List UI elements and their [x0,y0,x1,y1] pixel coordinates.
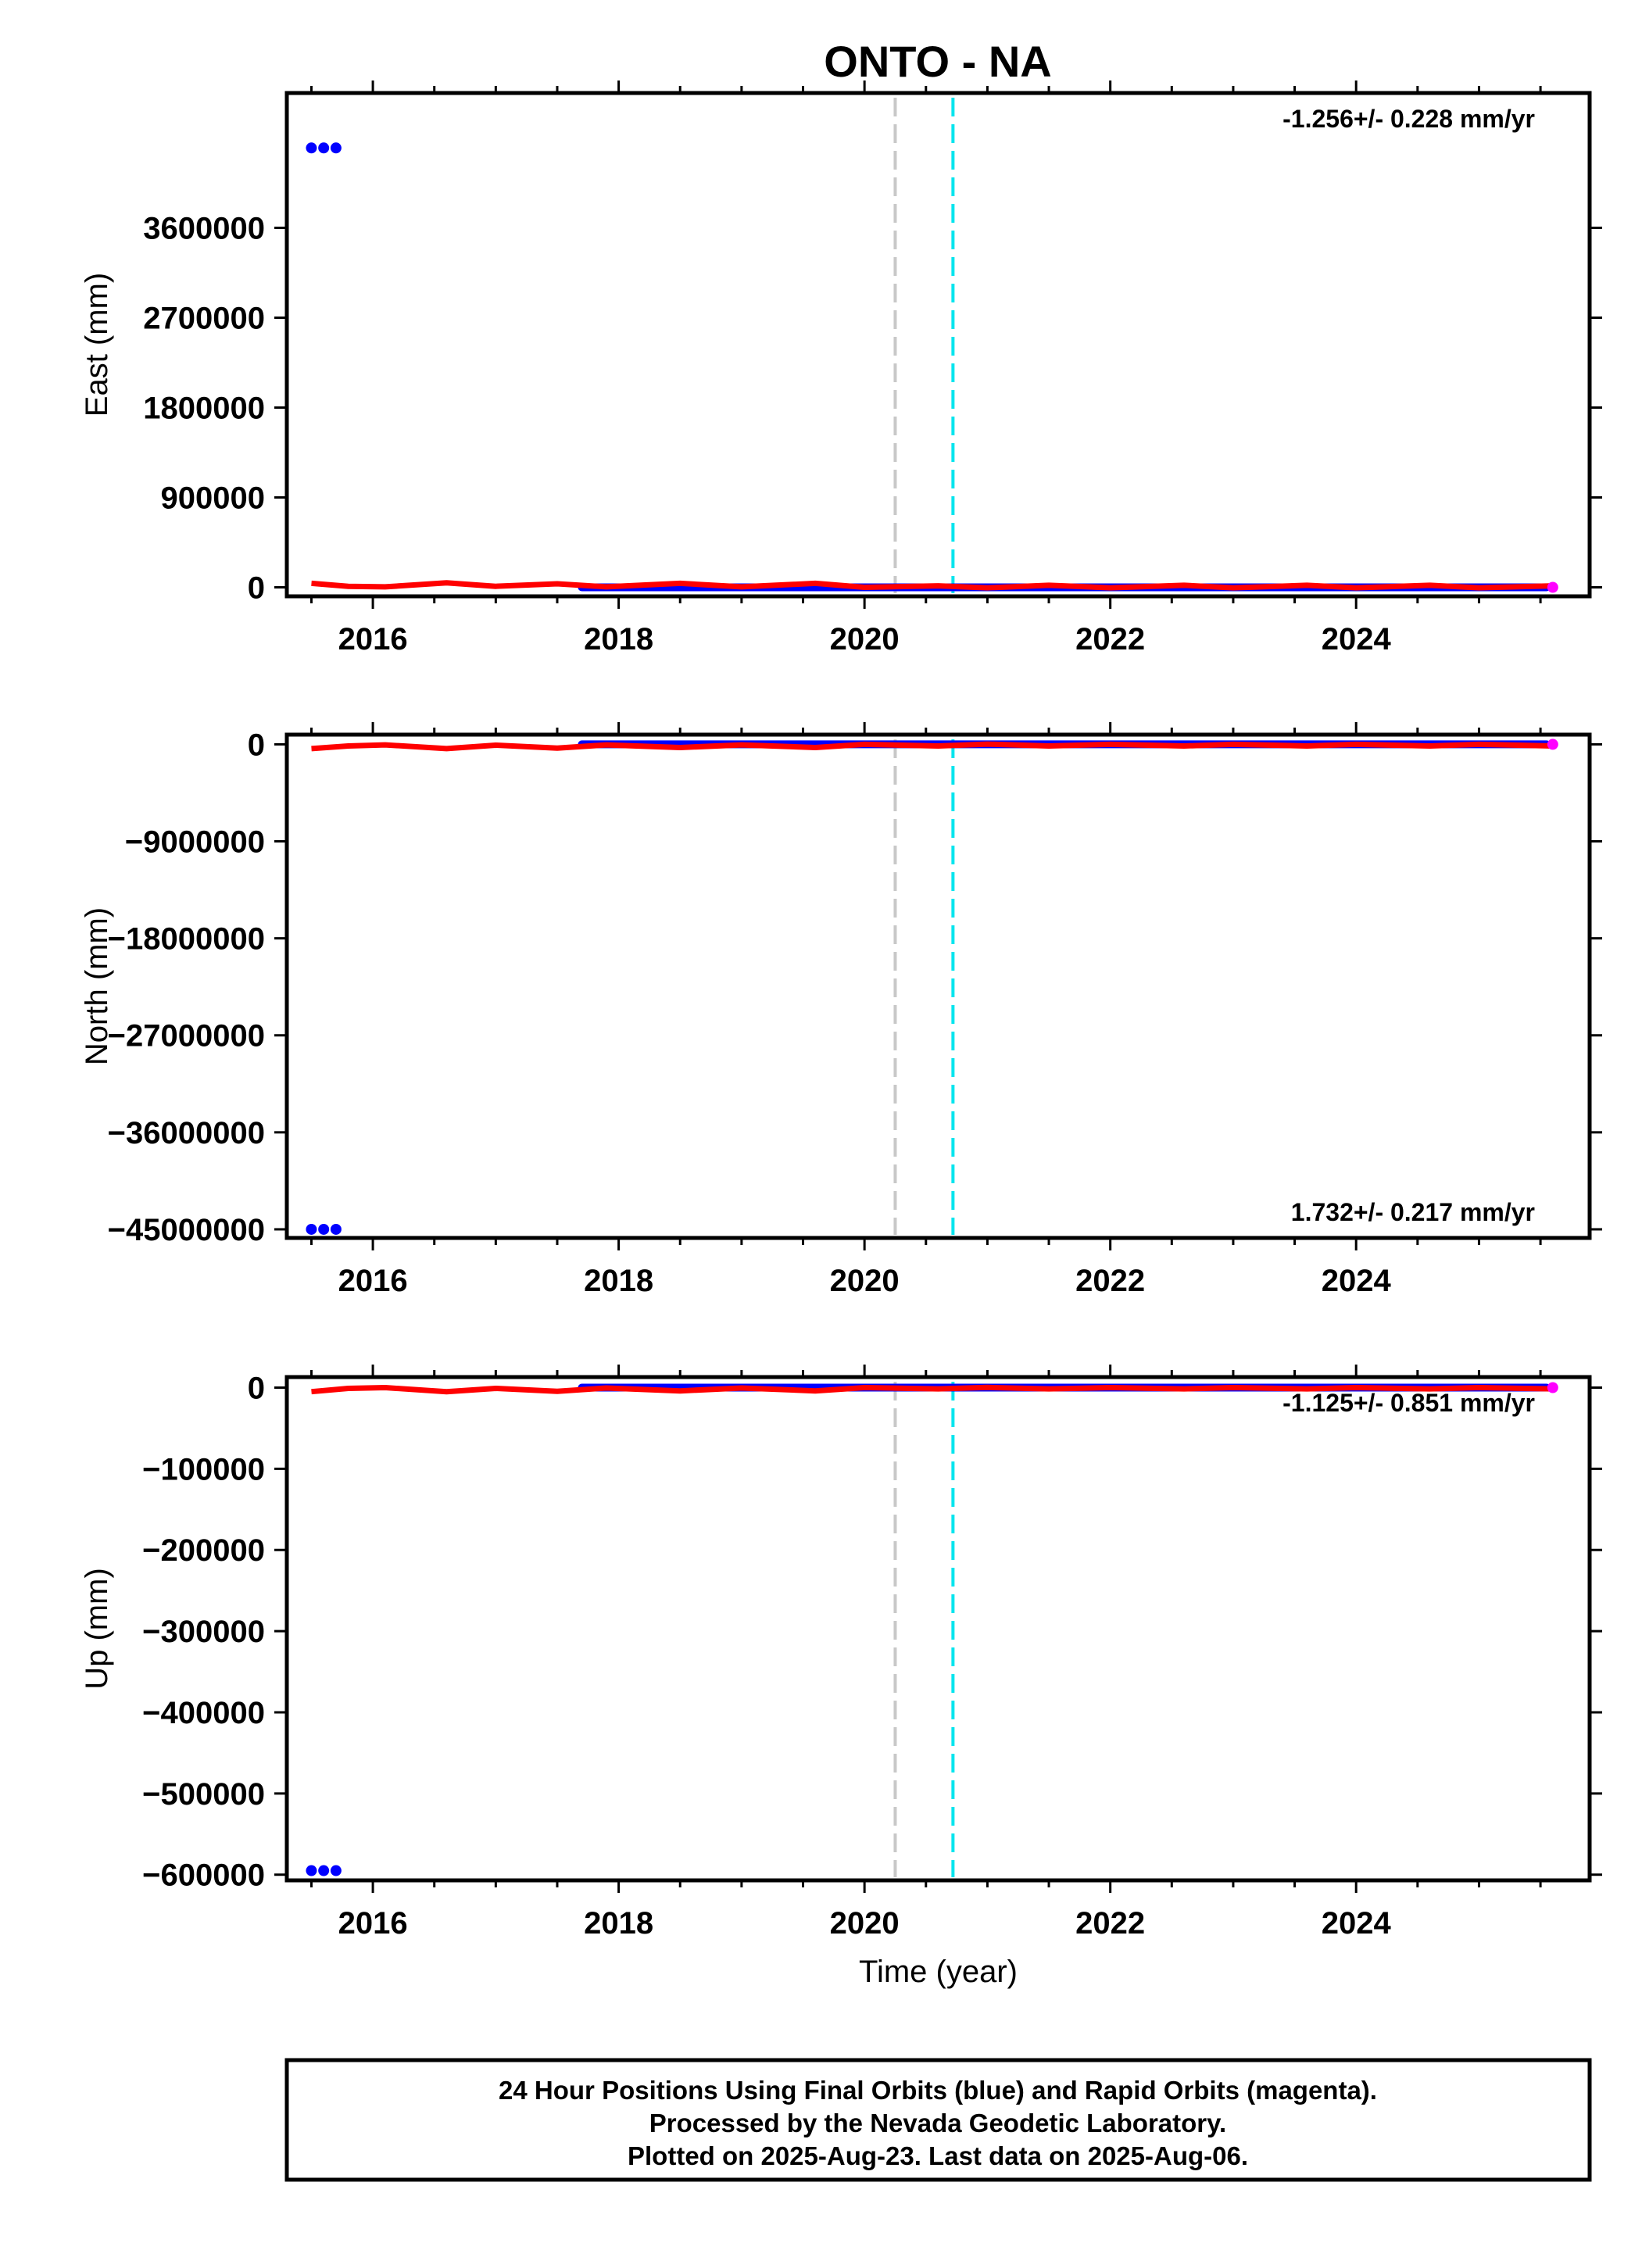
y-tick-label: −36000000 [108,1116,265,1150]
x-tick-label: 2022 [1075,1906,1145,1941]
footer-frame [284,2058,1592,2182]
y-tick-label: −18000000 [108,922,265,957]
x-tick-label: 2018 [584,1264,653,1298]
y-axis-title: North (mm) [80,907,114,1065]
y-tick-label: −500000 [142,1777,265,1812]
x-tick-label: 2020 [830,622,900,656]
y-tick-label: 0 [248,1372,265,1406]
rate-label: -1.256+/- 0.228 mm/yr [1282,105,1535,133]
y-tick-label: 2700000 [143,302,265,336]
y-tick-label: 1800000 [143,392,265,426]
x-tick-label: 2016 [338,622,408,656]
panel-up: 2016 2018 2020 2022 2024 0 −100000 −200000 −3000… [80,1365,1602,1989]
y-tick-label: 900000 [161,481,265,516]
outlier-point [306,1865,317,1876]
rate-label: 1.732+/- 0.217 mm/yr [1291,1198,1535,1226]
model-fit-line [311,1384,1553,1395]
plot-frame [284,732,1592,1240]
outlier-point [306,1223,317,1235]
x-tick-label: 2018 [584,622,653,656]
x-tick-label: 2020 [830,1264,900,1298]
outlier-point [318,1223,330,1235]
y-tick-label: −27000000 [108,1019,265,1054]
outlier-point [306,142,317,154]
x-tick-label: 2016 [338,1906,408,1941]
outlier-point [330,1223,342,1235]
model-fit-line [311,741,1553,752]
y-axis-title: East (mm) [80,273,114,417]
rapid-orbits-point [1547,739,1558,750]
outlier-point [330,142,342,154]
y-axis-title: Up (mm) [80,1568,114,1690]
footer-box: 24 Hour Positions Using Final Orbits (bl… [284,2058,1592,2182]
model-fit-line [311,580,1553,591]
rapid-orbits-point [1547,581,1558,593]
x-axis-title: Time (year) [859,1955,1018,1989]
y-tick-label: −45000000 [108,1213,265,1247]
y-tick-label: −600000 [142,1858,265,1893]
panel-east: 2016 2018 2020 2022 2024 0 900000 1800000 270000… [80,80,1602,656]
y-tick-label: −9000000 [125,825,265,860]
x-tick-label: 2022 [1075,1264,1145,1298]
outlier-point [318,142,330,154]
y-tick-label: 0 [248,728,265,762]
x-tick-label: 2022 [1075,622,1145,656]
x-tick-label: 2024 [1322,1264,1392,1298]
plot-frame [284,1375,1592,1883]
x-tick-label: 2020 [830,1906,900,1941]
y-tick-label: 0 [248,571,265,606]
y-tick-label: −400000 [142,1696,265,1730]
footer-line-3: Plotted on 2025-Aug-23. Last data on 202… [628,2141,1248,2170]
x-tick-label: 2024 [1322,1906,1392,1941]
y-tick-label: 3600000 [143,212,265,246]
panel-north: 2016 2018 2020 2022 2024 0 −9000000 −18000000 −2… [80,722,1602,1298]
rapid-orbits-point [1547,1382,1558,1393]
y-tick-label: −100000 [142,1452,265,1486]
x-tick-label: 2018 [584,1906,653,1941]
outlier-point [318,1865,330,1876]
x-tick-label: 2024 [1322,622,1392,656]
y-tick-label: −200000 [142,1533,265,1568]
x-tick-label: 2016 [338,1264,408,1298]
y-tick-label: −300000 [142,1615,265,1649]
plot-frame [284,91,1592,599]
outlier-point [330,1865,342,1876]
footer-line-1: 24 Hour Positions Using Final Orbits (bl… [499,2076,1377,2105]
chart-title: ONTO - NA [824,37,1051,86]
rate-label: -1.125+/- 0.851 mm/yr [1282,1389,1535,1417]
footer-line-2: Processed by the Nevada Geodetic Laborat… [649,2109,1226,2137]
